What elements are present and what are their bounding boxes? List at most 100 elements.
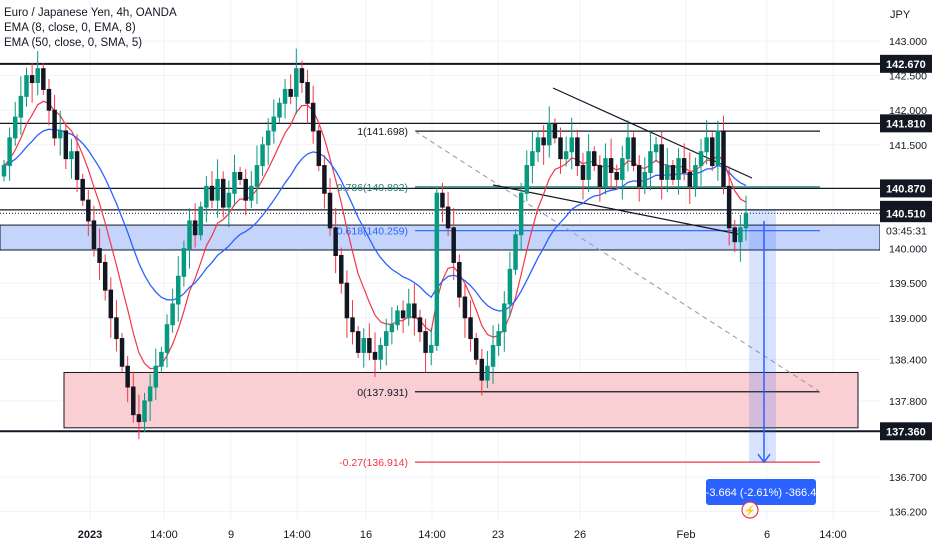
candle-body [389, 324, 395, 333]
candle [558, 127, 563, 174]
candle [164, 314, 170, 368]
candle [74, 134, 80, 193]
candle [339, 247, 344, 294]
candle [372, 332, 378, 377]
candle-body [636, 165, 642, 187]
y-tick-label: 139.500 [889, 278, 927, 290]
x-tick-label: 14:00 [150, 529, 178, 541]
candle-body [176, 275, 181, 305]
candle [69, 138, 74, 179]
price-label-box [880, 179, 932, 198]
candle-body [597, 165, 603, 187]
price-label-text: 140.870 [886, 183, 926, 195]
candle-body [530, 151, 535, 167]
candle-body [502, 303, 507, 333]
candles [1, 48, 749, 440]
candle-body [215, 178, 220, 201]
x-tick-label: Feb [677, 529, 696, 541]
candle-body [102, 261, 108, 291]
chart-legend: Euro / Japanese Yen, 4h, OANDA EMA (8, c… [4, 6, 177, 51]
measure-tool[interactable]: -3.664 (-2.61%) -366.4 ⚡ [706, 210, 817, 519]
candle-body [316, 130, 322, 167]
candle [198, 201, 203, 241]
candle-body [265, 130, 271, 146]
price-axis[interactable]: JPY143.000142.500142.000141.500140.56014… [880, 0, 932, 550]
candle-body [339, 255, 344, 284]
candle-body [378, 344, 383, 360]
price-label-text: 141.810 [886, 118, 926, 130]
candle [541, 125, 546, 165]
price-label-box [880, 54, 932, 73]
candle [676, 148, 681, 195]
candle-body [249, 185, 254, 201]
candle-body [417, 317, 423, 333]
candle-body [738, 227, 743, 243]
candle-body [603, 158, 608, 187]
candle-body [575, 137, 580, 167]
y-tick-label: 136.700 [889, 472, 927, 484]
time-axis[interactable]: 2023 14:00 9 14:00 16 14:00 23 26 Feb 6 14:00 [0, 520, 880, 550]
candle [400, 300, 406, 334]
y-tick-label: 136.200 [889, 507, 927, 519]
candle-body [310, 102, 316, 132]
countdown-box [880, 222, 932, 239]
candle [479, 348, 485, 396]
candle-body [220, 178, 226, 208]
candle-body [721, 130, 726, 187]
candle-body [52, 109, 57, 139]
candle-body [704, 137, 709, 153]
candle-body [496, 331, 501, 346]
candle-body [428, 344, 434, 353]
candle [642, 157, 648, 195]
candle [636, 155, 642, 202]
zones [0, 224, 881, 429]
price-label-box [880, 114, 932, 133]
candle-body [507, 268, 513, 305]
candle [355, 326, 361, 358]
candle [569, 117, 574, 170]
candle-body [687, 171, 693, 187]
candle [524, 150, 530, 202]
candle [187, 208, 192, 269]
candle-body [198, 206, 203, 236]
candle [591, 146, 597, 172]
x-tick-label: 14:00 [819, 529, 847, 541]
candle [423, 318, 428, 373]
candle-body [35, 68, 40, 84]
candle-body [294, 68, 299, 97]
candle [496, 323, 501, 356]
candle [153, 348, 159, 400]
candle-body [153, 365, 159, 388]
candle [389, 307, 395, 345]
candle-body [232, 171, 237, 194]
candle-body [288, 88, 293, 97]
candle [395, 305, 400, 331]
currency-label: JPY [890, 9, 911, 21]
candle [603, 143, 608, 195]
candle-body [243, 178, 248, 201]
x-tick-label: 9 [228, 529, 234, 541]
candle [648, 131, 653, 191]
candle [434, 187, 440, 352]
candle [63, 123, 69, 170]
fib-label: 1(141.698) [357, 126, 408, 138]
candle-body [271, 116, 277, 132]
candle-body [170, 303, 175, 326]
price-label-box [880, 204, 932, 223]
y-tick-label: 138.400 [889, 354, 927, 366]
candle [659, 131, 664, 200]
candle [344, 270, 350, 338]
candle [485, 351, 490, 389]
candle-body [715, 130, 721, 167]
candle [147, 374, 153, 421]
candle-body [282, 88, 288, 104]
candle-body [355, 331, 361, 353]
candle-body [114, 317, 119, 340]
candle-body [524, 165, 530, 194]
candle-body [710, 137, 715, 167]
measure-label: -3.664 (-2.61%) -366.4 [706, 487, 817, 499]
countdown-label: 03:45:31 [886, 225, 927, 237]
candle-body [322, 165, 327, 194]
candle-body [513, 234, 518, 270]
